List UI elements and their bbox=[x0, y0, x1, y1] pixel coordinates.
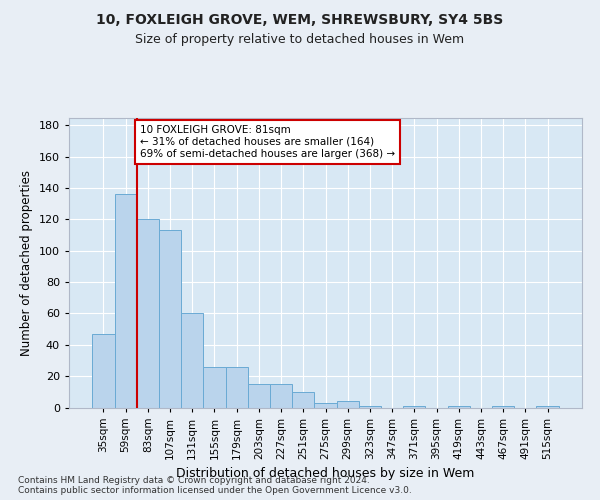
Bar bbox=[92, 334, 115, 407]
Text: Size of property relative to detached houses in Wem: Size of property relative to detached ho… bbox=[136, 32, 464, 46]
Bar bbox=[270, 384, 292, 407]
Bar bbox=[403, 406, 425, 407]
Bar bbox=[492, 406, 514, 407]
Bar bbox=[137, 220, 159, 408]
Y-axis label: Number of detached properties: Number of detached properties bbox=[20, 170, 33, 356]
Bar bbox=[248, 384, 270, 407]
Text: Contains HM Land Registry data © Crown copyright and database right 2024.
Contai: Contains HM Land Registry data © Crown c… bbox=[18, 476, 412, 495]
Bar bbox=[314, 403, 337, 407]
Bar bbox=[226, 366, 248, 408]
Bar bbox=[536, 406, 559, 407]
Bar bbox=[292, 392, 314, 407]
X-axis label: Distribution of detached houses by size in Wem: Distribution of detached houses by size … bbox=[176, 467, 475, 480]
Text: 10 FOXLEIGH GROVE: 81sqm
← 31% of detached houses are smaller (164)
69% of semi-: 10 FOXLEIGH GROVE: 81sqm ← 31% of detach… bbox=[140, 126, 395, 158]
Bar bbox=[448, 406, 470, 407]
Bar bbox=[359, 406, 381, 407]
Bar bbox=[159, 230, 181, 408]
Bar bbox=[203, 366, 226, 408]
Bar bbox=[181, 314, 203, 408]
Bar bbox=[337, 401, 359, 407]
Bar bbox=[115, 194, 137, 408]
Text: 10, FOXLEIGH GROVE, WEM, SHREWSBURY, SY4 5BS: 10, FOXLEIGH GROVE, WEM, SHREWSBURY, SY4… bbox=[97, 12, 503, 26]
